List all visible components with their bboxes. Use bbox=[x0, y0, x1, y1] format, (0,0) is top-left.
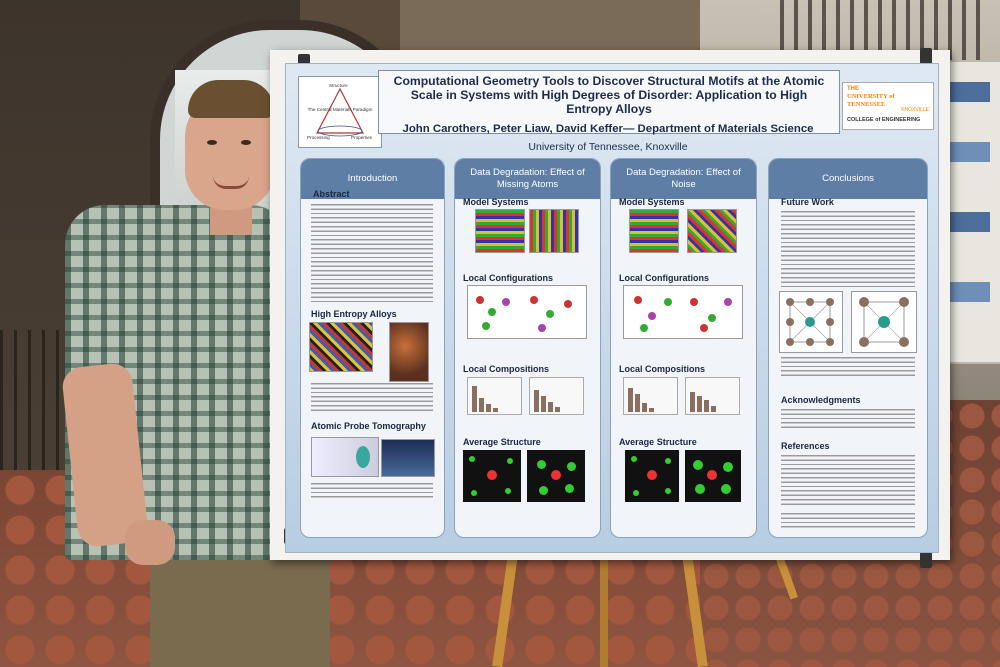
section-local-compositions: Local Compositions bbox=[463, 364, 550, 374]
binder-clip-icon bbox=[920, 48, 932, 64]
ut-logo-name: UNIVERSITY of TENNESSEE bbox=[847, 93, 895, 108]
poster-title-box: Computational Geometry Tools to Discover… bbox=[378, 70, 840, 134]
hea-lattice-figure bbox=[309, 322, 373, 372]
ut-logo: THE UNIVERSITY of TENNESSEE KNOXVILLE CO… bbox=[842, 82, 934, 130]
person-hand bbox=[125, 520, 175, 565]
column-heading: Conclusions bbox=[769, 159, 927, 199]
bcc-structure-figure bbox=[851, 291, 917, 353]
column-heading: Data Degradation: Effect of Noise bbox=[611, 159, 756, 199]
section-abstract: Abstract bbox=[313, 189, 350, 199]
local-configurations-figure bbox=[623, 285, 743, 339]
section-average-structure: Average Structure bbox=[463, 437, 541, 447]
section-local-configurations: Local Configurations bbox=[619, 273, 709, 283]
easel-back-leg bbox=[600, 520, 608, 667]
section-local-compositions: Local Compositions bbox=[619, 364, 706, 374]
hea-micrograph-figure bbox=[389, 322, 429, 382]
apt-diagram-figure bbox=[311, 437, 379, 477]
acknowledgments-text-block bbox=[781, 409, 915, 431]
logo-label-processing: Processing bbox=[307, 135, 330, 140]
section-atomic-probe-tomography: Atomic Probe Tomography bbox=[311, 421, 426, 431]
section-model-systems: Model Systems bbox=[619, 197, 685, 207]
average-structure-figure bbox=[463, 450, 521, 502]
logo-caption: The Central Materials Paradigm bbox=[307, 107, 373, 112]
future-work-text-block bbox=[781, 211, 915, 287]
average-structure-figure bbox=[685, 450, 741, 502]
materials-paradigm-logo: The Central Materials Paradigm Structure… bbox=[298, 76, 382, 148]
section-model-systems: Model Systems bbox=[463, 197, 529, 207]
person-hair bbox=[188, 80, 274, 118]
section-references: References bbox=[781, 441, 830, 451]
model-system-figure bbox=[475, 209, 525, 253]
adjacent-poster bbox=[940, 60, 1000, 364]
average-structure-figure bbox=[527, 450, 585, 502]
model-system-figure bbox=[529, 209, 579, 253]
column-heading: Data Degradation: Effect of Missing Atom… bbox=[455, 159, 600, 199]
model-system-figure bbox=[687, 209, 737, 253]
poster-authors: John Carothers, Peter Liaw, David Keffer… bbox=[402, 123, 814, 135]
column-conclusions: Conclusions Future Work Acknowledgments … bbox=[768, 158, 928, 538]
average-structure-figure bbox=[625, 450, 679, 502]
ut-logo-city: KNOXVILLE bbox=[901, 107, 929, 113]
local-configurations-figure bbox=[467, 285, 587, 339]
column-noise: Data Degradation: Effect of Noise Model … bbox=[610, 158, 757, 538]
local-composition-histogram bbox=[467, 377, 522, 415]
poster-affiliation: University of Tennessee, Knoxville bbox=[528, 141, 688, 153]
local-composition-histogram bbox=[529, 377, 584, 415]
model-system-figure bbox=[629, 209, 679, 253]
section-local-configurations: Local Configurations bbox=[463, 273, 553, 283]
column-heading: Introduction bbox=[301, 159, 444, 199]
section-average-structure: Average Structure bbox=[619, 437, 697, 447]
section-future-work: Future Work bbox=[781, 197, 834, 207]
logo-label-structure: Structure bbox=[329, 83, 348, 88]
abstract-text-block bbox=[311, 204, 433, 304]
hea-text-block bbox=[311, 383, 433, 413]
logo-label-properties: Properties bbox=[351, 135, 372, 140]
apt-text-block bbox=[311, 483, 433, 499]
binder-clip-icon bbox=[920, 552, 932, 568]
poster-title: Computational Geometry Tools to Discover… bbox=[393, 74, 825, 116]
section-high-entropy-alloys: High Entropy Alloys bbox=[311, 309, 397, 319]
funding-text-block bbox=[781, 513, 915, 529]
column-missing-atoms: Data Degradation: Effect of Missing Atom… bbox=[454, 158, 601, 538]
ut-logo-the: THE bbox=[847, 86, 859, 92]
local-composition-histogram bbox=[685, 377, 740, 415]
local-composition-histogram bbox=[623, 377, 678, 415]
person-pants bbox=[150, 545, 330, 667]
apt-instrument-photo bbox=[381, 439, 435, 477]
column-introduction: Introduction Abstract High Entropy Alloy… bbox=[300, 158, 445, 538]
section-acknowledgments: Acknowledgments bbox=[781, 395, 861, 405]
ut-logo-college: COLLEGE of ENGINEERING bbox=[847, 117, 921, 123]
fcc-structure-figure bbox=[779, 291, 843, 353]
references-text-block bbox=[781, 455, 915, 505]
structure-caption-block bbox=[781, 357, 915, 379]
